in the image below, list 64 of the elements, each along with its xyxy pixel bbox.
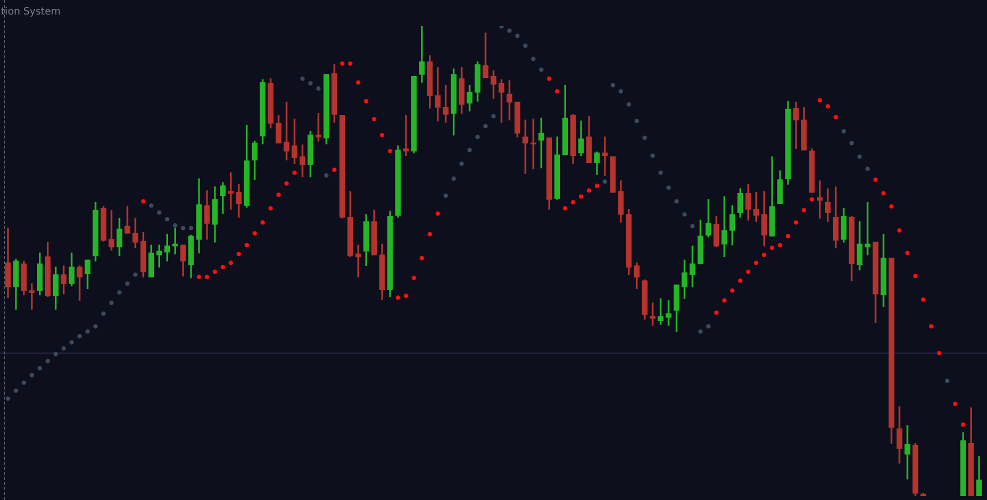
point xyxy=(467,148,472,152)
point xyxy=(944,378,950,384)
point xyxy=(618,89,624,94)
point xyxy=(180,226,186,230)
point xyxy=(515,34,520,38)
point xyxy=(690,224,695,228)
candlestick xyxy=(602,136,608,176)
point xyxy=(149,203,154,208)
point xyxy=(507,28,512,33)
point xyxy=(531,56,536,62)
point xyxy=(54,352,58,356)
point xyxy=(324,173,329,178)
point xyxy=(30,373,34,378)
point xyxy=(308,81,313,86)
point xyxy=(666,185,671,190)
candlestick xyxy=(284,102,290,160)
point xyxy=(857,154,862,159)
candlestick xyxy=(498,79,504,123)
point xyxy=(444,193,448,198)
point xyxy=(22,380,26,385)
point xyxy=(674,199,679,204)
point xyxy=(682,212,687,217)
point xyxy=(658,170,663,175)
point xyxy=(109,300,114,306)
point xyxy=(6,396,10,401)
point xyxy=(642,136,647,140)
point xyxy=(452,176,456,181)
point xyxy=(38,366,42,370)
text: tion System xyxy=(1,6,61,18)
point xyxy=(46,358,50,364)
point xyxy=(188,226,194,230)
point xyxy=(172,223,178,228)
point xyxy=(93,324,98,329)
point xyxy=(602,179,608,184)
point xyxy=(475,134,480,140)
point xyxy=(125,281,130,286)
point xyxy=(483,124,488,128)
point xyxy=(300,76,305,81)
point xyxy=(117,290,122,295)
point xyxy=(650,154,655,158)
point xyxy=(316,86,321,91)
candlestick xyxy=(108,210,114,251)
point xyxy=(164,216,170,222)
point xyxy=(634,118,639,124)
point xyxy=(69,340,74,345)
point xyxy=(133,272,138,277)
point xyxy=(157,210,162,215)
point xyxy=(77,334,82,338)
point xyxy=(865,166,870,172)
point xyxy=(842,129,846,134)
point xyxy=(14,388,18,393)
point xyxy=(459,162,464,166)
point xyxy=(491,114,496,118)
point xyxy=(101,311,106,316)
point xyxy=(523,44,528,48)
point xyxy=(849,140,854,146)
point xyxy=(85,329,90,334)
point xyxy=(61,346,66,351)
point xyxy=(698,329,703,334)
candlestick xyxy=(403,114,409,156)
point xyxy=(706,324,711,329)
point xyxy=(610,83,616,88)
point xyxy=(539,68,544,72)
point xyxy=(626,102,632,107)
